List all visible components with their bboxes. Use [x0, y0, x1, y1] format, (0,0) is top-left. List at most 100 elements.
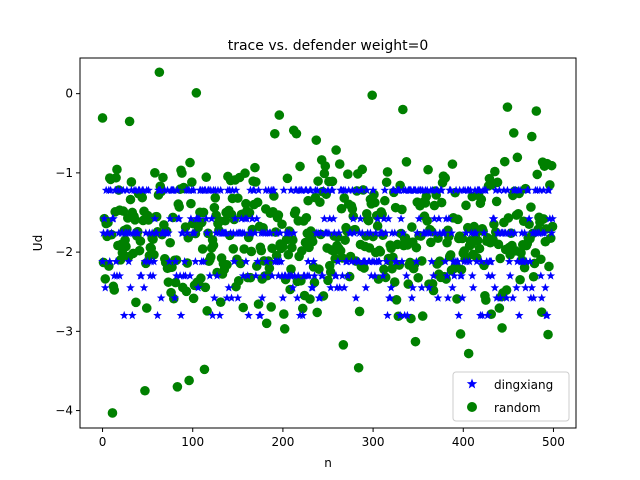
- dingxiang-point: [312, 185, 322, 195]
- random-point: [279, 309, 289, 319]
- random-point: [538, 214, 549, 224]
- random-point: [528, 271, 539, 282]
- random-point: [519, 262, 530, 273]
- dingxiang-point: [443, 293, 453, 302]
- dingxiang-point: [457, 271, 466, 280]
- dingxiang-point: [255, 310, 265, 320]
- dingxiang-point: [357, 228, 367, 237]
- dingxiang-point: [149, 257, 159, 266]
- dingxiang-point: [448, 283, 457, 292]
- dingxiang-point: [402, 310, 412, 320]
- random-point: [401, 157, 412, 167]
- dingxiang-point: [119, 310, 129, 320]
- random-point: [112, 164, 122, 175]
- random-point: [256, 245, 267, 256]
- dingxiang-point: [318, 271, 327, 280]
- dingxiang-point: [272, 228, 281, 237]
- random-point: [187, 177, 197, 187]
- dingxiang-point: [289, 228, 299, 237]
- dingxiang-point: [392, 257, 401, 266]
- dingxiang-point: [535, 185, 545, 195]
- dingxiang-point: [490, 283, 500, 292]
- random-point: [239, 244, 249, 254]
- dingxiang-point: [503, 185, 512, 195]
- dingxiang-point: [180, 257, 189, 266]
- random-point: [315, 197, 325, 207]
- dingxiang-point: [315, 293, 325, 302]
- random-point: [323, 275, 333, 286]
- y-tick-label: −1: [55, 166, 73, 180]
- dingxiang-point: [489, 214, 499, 223]
- dingxiang-point: [513, 257, 522, 266]
- random-point: [201, 172, 212, 183]
- dingxiang-point: [407, 293, 417, 302]
- random-point: [286, 264, 296, 275]
- dingxiang-point: [527, 283, 537, 292]
- random-point: [314, 264, 324, 275]
- dingxiang-point: [486, 257, 496, 266]
- dingxiang-point: [276, 257, 286, 266]
- dingxiang-point: [344, 185, 354, 195]
- random-point: [359, 263, 369, 273]
- random-point: [338, 340, 349, 350]
- random-point: [481, 295, 491, 305]
- dingxiang-point: [546, 271, 556, 280]
- dingxiang-point: [230, 214, 240, 223]
- random-point: [347, 204, 358, 214]
- random-point: [527, 131, 537, 142]
- dingxiang-point: [304, 271, 314, 280]
- random-point: [165, 237, 175, 248]
- dingxiang-point: [523, 185, 533, 195]
- legend-marker-dingxiang: [466, 378, 478, 389]
- random-point: [497, 323, 507, 333]
- random-point: [205, 252, 216, 262]
- dingxiang-point: [548, 214, 557, 223]
- dingxiang-point: [522, 257, 531, 266]
- dingxiang-point: [472, 257, 482, 266]
- random-point: [220, 215, 230, 226]
- dingxiang-point: [342, 257, 352, 266]
- dingxiang-point: [434, 214, 444, 223]
- dingxiang-point: [173, 185, 182, 195]
- dingxiang-point: [293, 271, 303, 280]
- y-tick-label: 0: [65, 87, 73, 101]
- dingxiang-point: [382, 257, 391, 266]
- dingxiang-point: [227, 293, 236, 302]
- dingxiang-point: [242, 214, 252, 223]
- plot-area: [97, 67, 558, 418]
- dingxiang-point: [100, 283, 110, 292]
- random-point: [278, 242, 288, 252]
- random-point: [531, 106, 542, 116]
- random-point: [170, 277, 181, 288]
- random-point: [288, 235, 298, 245]
- dingxiang-point: [514, 310, 524, 320]
- dingxiang-point: [361, 283, 371, 292]
- dingxiang-point: [228, 228, 238, 237]
- random-point: [440, 173, 451, 183]
- random-point: [398, 104, 408, 115]
- random-point: [411, 242, 422, 253]
- dingxiang-point: [508, 293, 518, 302]
- random-point: [532, 169, 543, 180]
- random-point: [121, 241, 131, 252]
- dingxiang-point: [525, 257, 535, 266]
- dingxiang-point: [309, 257, 318, 266]
- random-point: [184, 375, 194, 386]
- random-point: [253, 299, 264, 309]
- dingxiang-point: [172, 271, 181, 280]
- random-point: [200, 282, 211, 293]
- dingxiang-point: [451, 185, 461, 195]
- x-tick-label: 200: [271, 435, 294, 449]
- dingxiang-point: [238, 271, 248, 280]
- random-point: [491, 196, 502, 207]
- dingxiang-point: [335, 283, 345, 292]
- random-point: [297, 303, 308, 314]
- y-axis-label: Ud: [31, 235, 45, 251]
- random-point: [291, 128, 302, 139]
- y-tick-label: −4: [55, 404, 73, 418]
- dingxiang-point: [103, 228, 113, 237]
- random-point: [508, 128, 519, 138]
- dingxiang-point: [141, 228, 151, 237]
- random-point: [141, 303, 152, 313]
- y-tick-label: −3: [55, 324, 73, 338]
